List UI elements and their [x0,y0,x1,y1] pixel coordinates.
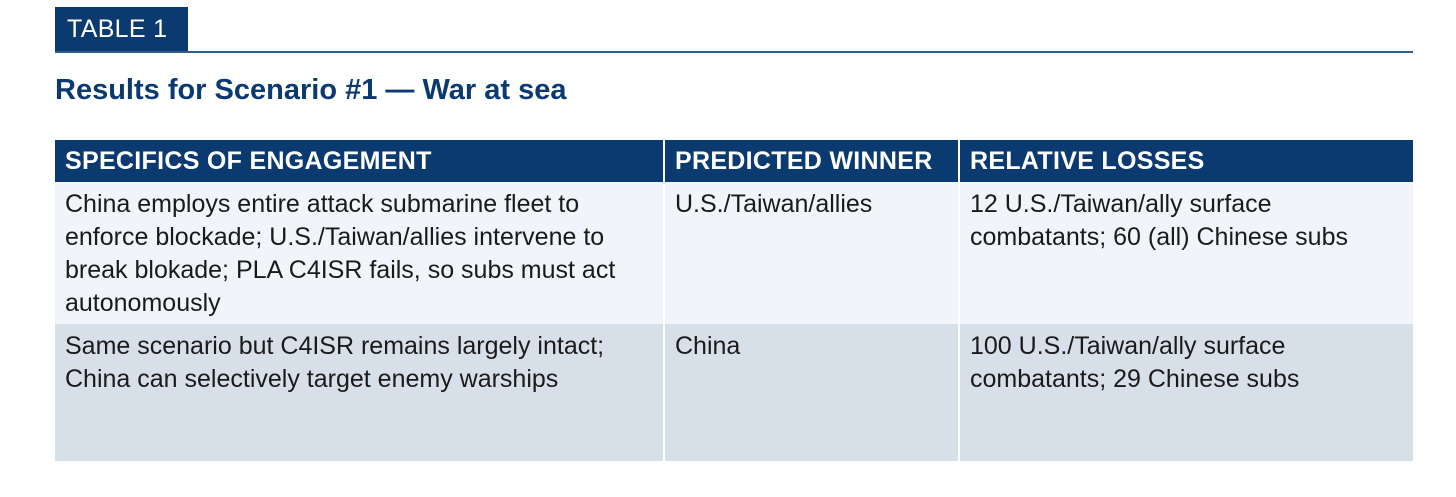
column-header-losses: RELATIVE LOSSES [959,140,1413,182]
results-table: SPECIFICS OF ENGAGEMENT PREDICTED WINNER… [55,140,1413,461]
cell-specifics: China employs entire attack submarine fl… [55,182,665,324]
cell-losses: 12 U.S./Taiwan/ally surface combatants; … [959,182,1413,324]
cell-specifics: Same scenario but C4ISR remains largely … [55,324,665,461]
table-row: Same scenario but C4ISR remains largely … [55,324,1413,461]
cell-winner: China [664,324,960,461]
cell-losses: 100 U.S./Taiwan/ally surface combatants;… [959,324,1413,461]
table-number-label: TABLE 1 [55,7,188,52]
table-title: Results for Scenario #1 — War at sea [55,74,567,106]
table-header-row: SPECIFICS OF ENGAGEMENT PREDICTED WINNER… [55,140,1413,182]
column-header-specifics: SPECIFICS OF ENGAGEMENT [55,140,665,182]
cell-winner: U.S./Taiwan/allies [664,182,960,324]
column-header-winner: PREDICTED WINNER [664,140,960,182]
header-rule [55,51,1413,53]
table-row: China employs entire attack submarine fl… [55,182,1413,324]
